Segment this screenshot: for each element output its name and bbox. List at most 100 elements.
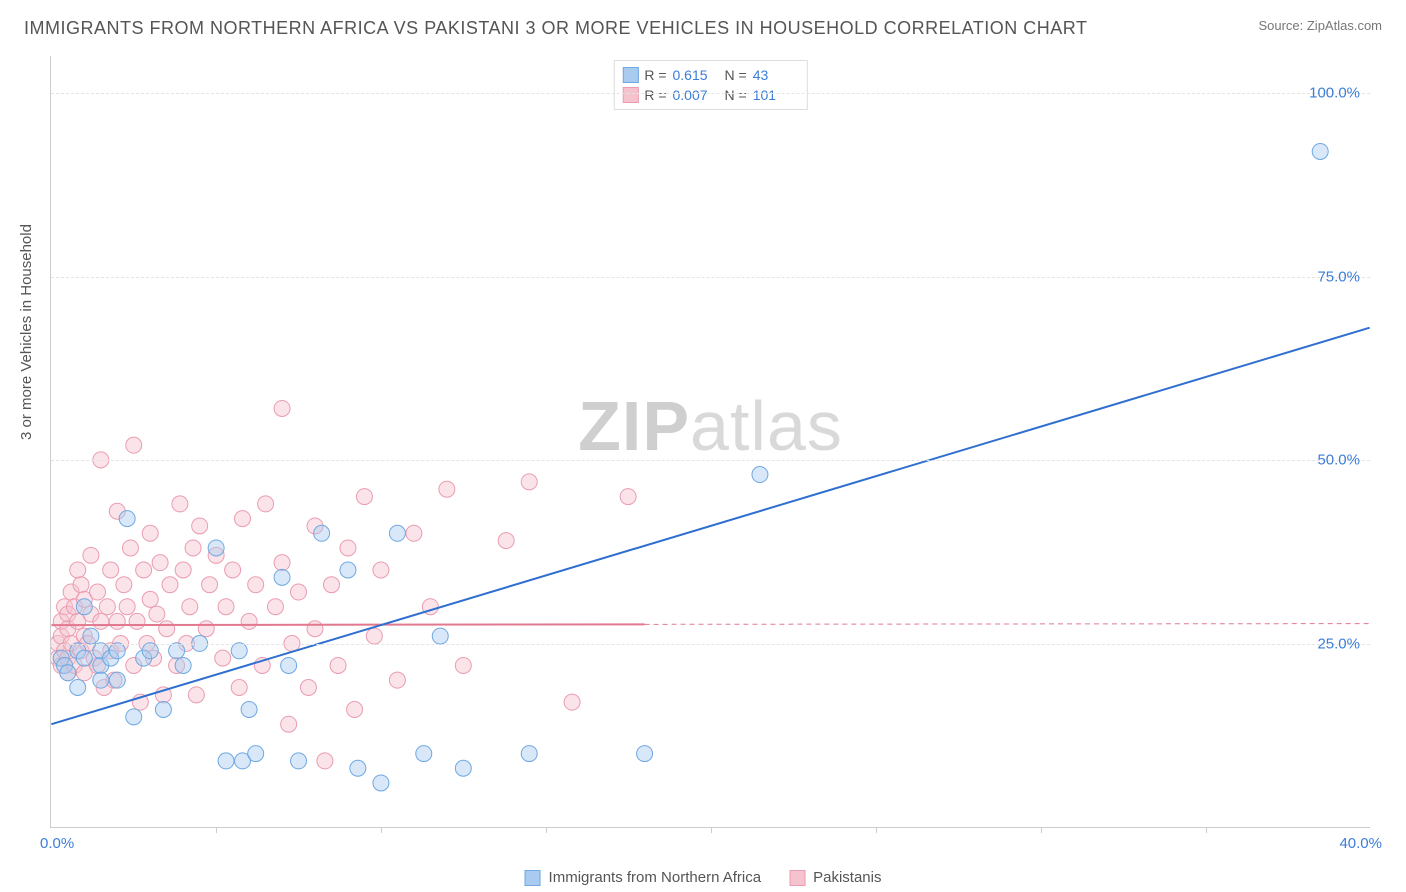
data-point <box>162 577 178 593</box>
data-point <box>373 562 389 578</box>
data-point <box>752 467 768 483</box>
x-tick <box>546 827 547 833</box>
data-point <box>267 599 283 615</box>
data-point <box>208 540 224 556</box>
data-point <box>218 753 234 769</box>
x-tick <box>1041 827 1042 833</box>
data-point <box>291 753 307 769</box>
data-point <box>73 577 89 593</box>
data-point <box>258 496 274 512</box>
data-point <box>76 650 92 666</box>
data-point <box>155 702 171 718</box>
data-point <box>215 650 231 666</box>
gridline <box>51 460 1370 461</box>
data-point <box>188 687 204 703</box>
data-point <box>126 709 142 725</box>
gridline <box>51 93 1370 94</box>
data-point <box>175 562 191 578</box>
data-point <box>198 621 214 637</box>
data-point <box>103 562 119 578</box>
data-point <box>314 525 330 541</box>
data-point <box>439 481 455 497</box>
regression-line-blue <box>51 328 1369 725</box>
data-point <box>152 555 168 571</box>
data-point <box>291 584 307 600</box>
data-point <box>350 760 366 776</box>
legend-swatch-pink-bottom <box>789 870 805 886</box>
data-point <box>317 753 333 769</box>
x-tick <box>216 827 217 833</box>
data-point <box>192 518 208 534</box>
regression-line-pink-dashed <box>645 624 1370 625</box>
data-point <box>70 679 86 695</box>
data-point <box>202 577 218 593</box>
data-point <box>60 665 76 681</box>
data-point <box>93 672 109 688</box>
data-point <box>172 496 188 512</box>
data-point <box>521 746 537 762</box>
data-point <box>241 702 257 718</box>
data-point <box>119 511 135 527</box>
data-point <box>122 540 138 556</box>
y-tick-label: 50.0% <box>1317 452 1360 469</box>
chart-svg <box>51 56 1370 827</box>
data-point <box>340 540 356 556</box>
x-axis-max-label: 40.0% <box>1339 835 1382 852</box>
data-point <box>241 613 257 629</box>
header: IMMIGRANTS FROM NORTHERN AFRICA VS PAKIS… <box>0 0 1406 45</box>
data-point <box>564 694 580 710</box>
legend-label-pink: Pakistanis <box>813 869 881 886</box>
data-point <box>432 628 448 644</box>
plot-area: ZIPatlas R = 0.615 N = 43 R = 0.007 N = … <box>50 56 1370 828</box>
chart-container: IMMIGRANTS FROM NORTHERN AFRICA VS PAKIS… <box>0 0 1406 892</box>
data-point <box>324 577 340 593</box>
data-point <box>274 569 290 585</box>
data-point <box>373 775 389 791</box>
data-point <box>356 489 372 505</box>
source-label: Source: ZipAtlas.com <box>1258 18 1382 33</box>
data-point <box>99 599 115 615</box>
data-point <box>366 628 382 644</box>
y-axis-title: 3 or more Vehicles in Household <box>18 224 35 440</box>
data-point <box>330 657 346 673</box>
data-point <box>281 657 297 673</box>
regression-line-pink <box>51 624 644 625</box>
data-point <box>300 679 316 695</box>
data-point <box>455 760 471 776</box>
chart-title: IMMIGRANTS FROM NORTHERN AFRICA VS PAKIS… <box>24 18 1087 39</box>
data-point <box>109 613 125 629</box>
data-point <box>274 555 290 571</box>
data-point <box>142 591 158 607</box>
data-point <box>1312 143 1328 159</box>
data-point <box>119 599 135 615</box>
data-point <box>218 599 234 615</box>
data-point <box>416 746 432 762</box>
data-point <box>116 577 132 593</box>
data-point <box>235 511 251 527</box>
data-point <box>248 746 264 762</box>
data-point <box>159 621 175 637</box>
data-point <box>620 489 636 505</box>
x-tick <box>1206 827 1207 833</box>
data-point <box>126 437 142 453</box>
y-tick-label: 100.0% <box>1309 84 1360 101</box>
data-point <box>83 547 99 563</box>
data-point <box>225 562 241 578</box>
data-point <box>455 657 471 673</box>
x-tick <box>381 827 382 833</box>
data-point <box>83 628 99 644</box>
legend-series: Immigrants from Northern Africa Pakistan… <box>525 869 882 886</box>
legend-label-blue: Immigrants from Northern Africa <box>549 869 762 886</box>
data-point <box>389 672 405 688</box>
legend-swatch-blue-bottom <box>525 870 541 886</box>
data-point <box>129 613 145 629</box>
data-point <box>149 606 165 622</box>
data-point <box>637 746 653 762</box>
data-point <box>347 702 363 718</box>
data-point <box>307 621 323 637</box>
y-tick-label: 25.0% <box>1317 636 1360 653</box>
data-point <box>231 679 247 695</box>
data-point <box>109 672 125 688</box>
data-point <box>281 716 297 732</box>
data-point <box>340 562 356 578</box>
